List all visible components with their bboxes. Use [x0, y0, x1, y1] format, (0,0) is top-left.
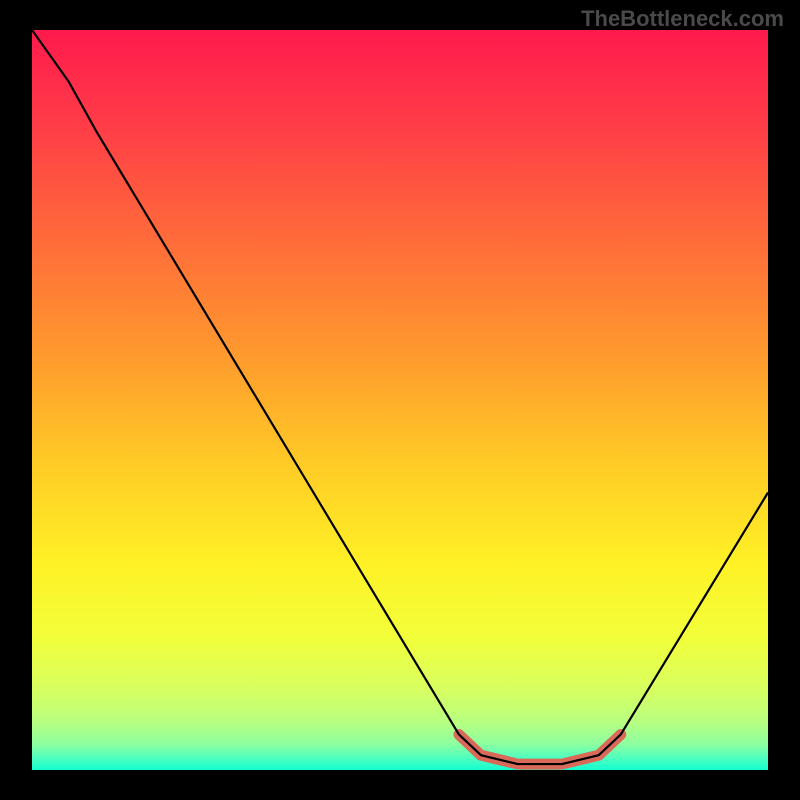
gradient-background — [32, 30, 768, 770]
chart-svg — [0, 0, 800, 800]
chart-container: TheBottleneck.com — [0, 0, 800, 800]
watermark-label: TheBottleneck.com — [581, 6, 784, 32]
